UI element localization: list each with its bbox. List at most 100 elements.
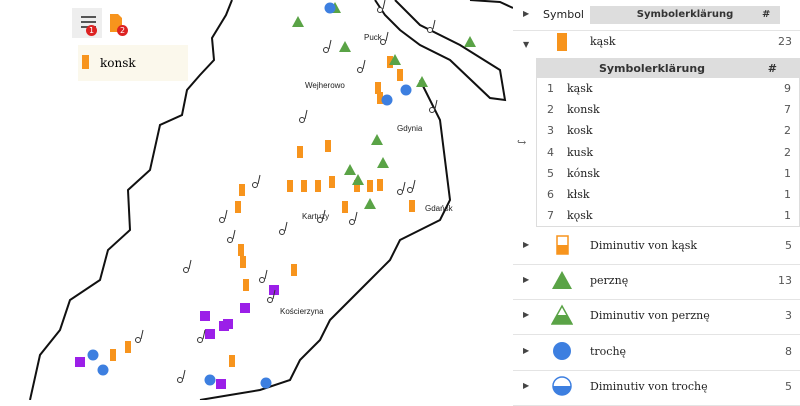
popup: konsk xyxy=(78,45,188,81)
marker-stem xyxy=(140,329,144,340)
header-explanation[interactable]: Symbolerklärung xyxy=(590,6,780,24)
marker xyxy=(223,319,233,329)
marker xyxy=(339,41,351,52)
legend-group[interactable]: ▶ Diminutiv von kąsk 5 xyxy=(513,228,800,265)
marker xyxy=(329,176,335,188)
marker xyxy=(297,146,303,158)
marker xyxy=(380,39,386,45)
place-label: Kościerzyna xyxy=(280,307,324,316)
row-name: kónsk xyxy=(567,166,600,180)
marker xyxy=(397,69,403,81)
sub-table: Symbolerklärung # 1 kąsk 9 2 konsk 7 3 kosk 2 4 ku… xyxy=(536,58,800,228)
marker xyxy=(75,357,85,367)
marker-stem xyxy=(362,59,366,70)
marker xyxy=(416,76,428,87)
legend-group[interactable]: ▶ perznę 13 xyxy=(513,263,800,300)
group-name: kąsk xyxy=(590,35,616,48)
group-count: 8 xyxy=(785,345,792,358)
row-index: 2 xyxy=(547,103,554,117)
marker xyxy=(342,201,348,213)
place-label: Gdańsk xyxy=(425,204,454,213)
marker xyxy=(344,164,356,175)
marker-stem xyxy=(202,329,206,340)
marker xyxy=(427,27,433,33)
marker xyxy=(259,277,265,283)
group-count: 5 xyxy=(785,380,792,393)
marker xyxy=(269,285,279,295)
marker xyxy=(235,201,241,213)
marker xyxy=(183,267,189,273)
header-count[interactable]: # xyxy=(762,9,771,20)
legend-icon xyxy=(551,304,573,325)
row-name: kusk xyxy=(567,145,594,159)
header-symbol[interactable]: Symbol xyxy=(543,8,584,21)
marker xyxy=(407,187,413,193)
region-border xyxy=(29,0,513,400)
legend-group[interactable]: ▶ Diminutiv von trochę 5 xyxy=(513,369,800,406)
marker xyxy=(367,180,373,192)
marker-stem xyxy=(264,269,268,280)
row-index: 3 xyxy=(547,124,554,138)
sub-header-explanation[interactable]: Symbolerklärung xyxy=(598,62,706,75)
marker xyxy=(324,2,336,14)
row-count: 1 xyxy=(784,187,791,201)
marker xyxy=(260,377,272,389)
marker xyxy=(464,36,476,47)
marker-stem xyxy=(434,99,438,110)
row-index: 5 xyxy=(547,166,554,180)
row-name: kosk xyxy=(567,124,593,138)
row-count: 2 xyxy=(784,145,791,159)
marker xyxy=(292,16,304,27)
badge: 1 xyxy=(86,25,97,36)
marker-stem xyxy=(232,229,236,240)
expand-toggle: ▶ xyxy=(523,381,530,390)
sub-row: 5 kónsk 1 xyxy=(537,163,799,184)
place-label: Puck xyxy=(364,33,383,42)
marker xyxy=(267,297,273,303)
marker xyxy=(377,92,383,104)
row-index: 6 xyxy=(547,187,554,201)
marker xyxy=(301,180,307,192)
marker xyxy=(287,180,293,192)
row-index: 1 xyxy=(547,82,554,95)
sub-row: 3 kosk 2 xyxy=(537,120,799,141)
legend-icon xyxy=(552,271,572,289)
row-count: 9 xyxy=(784,82,791,95)
marker-stem xyxy=(354,211,358,222)
marker xyxy=(349,219,355,225)
legend-group[interactable]: ▶ Diminutiv von perznę 3 xyxy=(513,298,800,335)
marker xyxy=(409,200,415,212)
marker-stem xyxy=(432,19,436,30)
marker xyxy=(252,182,258,188)
marker xyxy=(352,174,364,185)
sub-row: 4 kusk 2 xyxy=(537,142,799,163)
group-name: Diminutiv von kąsk xyxy=(590,239,698,252)
map[interactable]: Puck Wejherowo Gdynia Kartuzy Gdańsk Koś… xyxy=(0,0,513,400)
row-count: 2 xyxy=(784,124,791,138)
expand-toggle: ▶ xyxy=(523,310,530,319)
marker xyxy=(240,303,250,313)
marker xyxy=(197,337,203,343)
legend-icon xyxy=(553,342,571,360)
expand-toggle: ▶ xyxy=(523,275,530,284)
marker xyxy=(357,67,363,73)
marker xyxy=(375,82,381,94)
marker-stem xyxy=(284,221,288,232)
legend-icon xyxy=(552,376,572,396)
sub-header-count[interactable]: # xyxy=(767,62,777,75)
marker xyxy=(377,179,383,191)
marker xyxy=(291,264,297,276)
marker xyxy=(87,349,99,361)
marker xyxy=(200,311,210,321)
legend-group[interactable]: ▶ trochę 8 xyxy=(513,334,800,371)
legend-icon xyxy=(556,235,569,255)
group-name: perznę xyxy=(590,274,629,287)
marker xyxy=(354,180,360,192)
marker xyxy=(429,107,435,113)
marker-stem xyxy=(188,259,192,270)
toolbar: 1 2 xyxy=(72,8,132,38)
marker xyxy=(238,244,244,256)
sub-row: 7 kǫsk 1 xyxy=(537,205,799,226)
marker xyxy=(279,229,285,235)
